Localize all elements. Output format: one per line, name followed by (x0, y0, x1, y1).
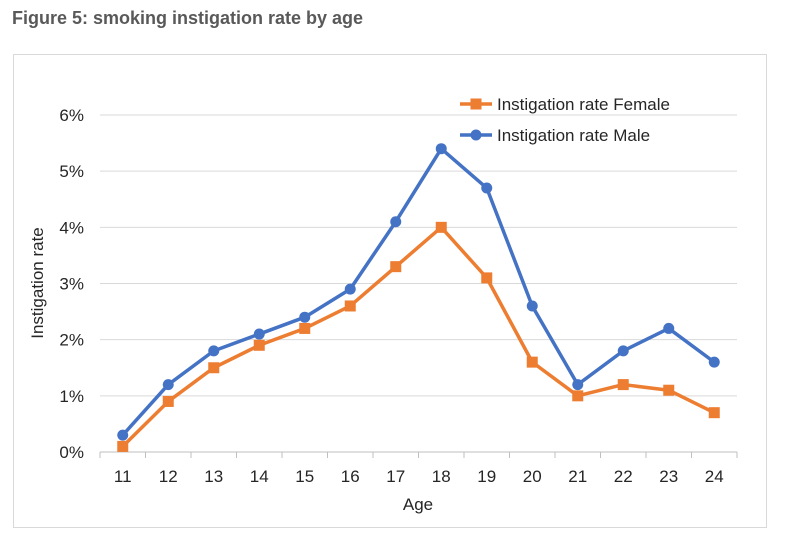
x-tick-label: 21 (568, 467, 587, 486)
y-tick-label: 5% (59, 162, 84, 181)
y-axis-label: Instigation rate (28, 227, 47, 339)
y-tick-label: 0% (59, 443, 84, 462)
x-tick-label: 18 (432, 467, 451, 486)
data-point-male (663, 322, 675, 334)
data-point-female (572, 390, 584, 402)
series-line-male (121, 146, 716, 437)
data-point-female (481, 272, 493, 284)
y-tick-label: 4% (59, 218, 84, 237)
x-tick-label: 22 (614, 467, 633, 486)
x-tick-label: 11 (114, 467, 132, 486)
data-point-female (299, 322, 311, 334)
data-point-female (435, 221, 447, 233)
data-point-male (344, 283, 356, 295)
data-point-female (208, 362, 220, 374)
data-point-male (526, 300, 538, 312)
y-tick-label: 1% (59, 387, 84, 406)
x-axis-label: Age (403, 495, 433, 514)
x-tick-label: 19 (477, 467, 496, 486)
data-point-female (526, 356, 538, 368)
legend-marker-male (470, 129, 482, 141)
data-point-male (253, 328, 265, 340)
legend-marker-female (470, 98, 482, 110)
x-tick-label: 20 (523, 467, 542, 486)
chart-frame (13, 54, 767, 528)
data-point-male (617, 345, 629, 357)
data-point-male (481, 182, 493, 194)
data-point-male (572, 379, 584, 391)
x-tick-label: 12 (159, 467, 178, 486)
data-point-female (162, 395, 174, 407)
gridlines (100, 114, 737, 397)
data-point-female (617, 379, 629, 391)
x-tick-label: 24 (705, 467, 724, 486)
data-point-male (117, 429, 129, 441)
data-point-female (117, 440, 129, 452)
figure-title: Figure 5: smoking instigation rate by ag… (12, 8, 364, 28)
x-tick-label: 13 (204, 467, 223, 486)
data-point-female (708, 407, 720, 419)
y-tick-label: 6% (59, 106, 84, 125)
series-line-female (121, 225, 716, 448)
data-point-female (344, 300, 356, 312)
x-tick-label: 14 (250, 467, 269, 486)
legend-label-male: Instigation rate Male (497, 126, 650, 145)
y-tick-label: 3% (59, 275, 84, 294)
x-tick-label: 23 (659, 467, 678, 486)
y-tick-label: 2% (59, 331, 84, 350)
legend: Instigation rate Female Instigation rate … (460, 95, 670, 145)
x-tick-label: 17 (386, 467, 405, 486)
data-point-male (435, 143, 447, 155)
data-point-male (299, 311, 311, 323)
legend-label-female: Instigation rate Female (497, 95, 670, 114)
data-point-male (390, 216, 402, 228)
series-lines (117, 143, 720, 452)
data-point-female (253, 339, 265, 351)
data-point-female (390, 261, 402, 273)
data-point-male (708, 356, 720, 368)
data-point-male (162, 379, 174, 391)
axes: 0% 1% 2% 3% 4% 5% 6% 11 12 13 14 15 16 17 18 19 20 21 22 23… (59, 106, 738, 486)
data-point-male (208, 345, 220, 357)
data-point-female (663, 384, 675, 396)
x-tick-label: 16 (341, 467, 360, 486)
x-tick-label: 15 (295, 467, 314, 486)
